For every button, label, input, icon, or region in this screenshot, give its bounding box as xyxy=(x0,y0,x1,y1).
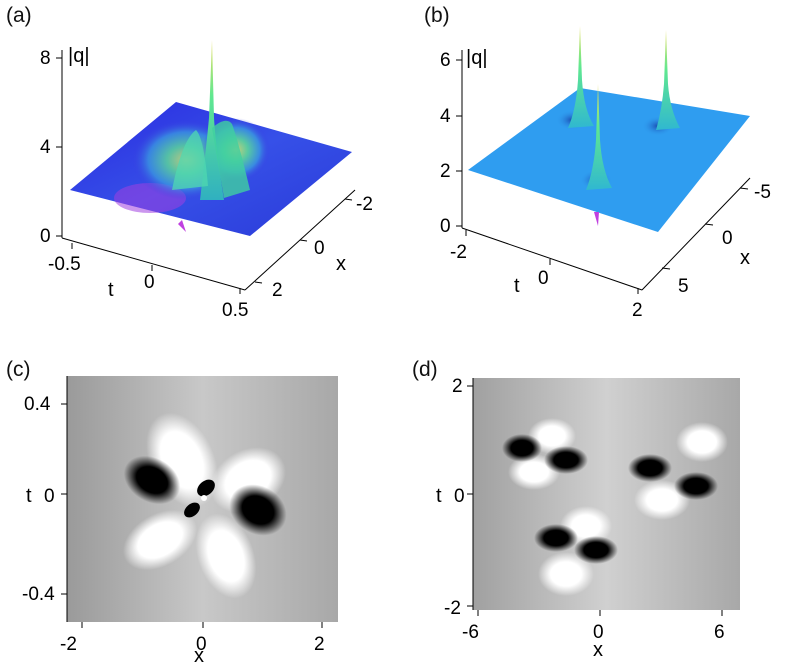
panel-c-density-plot: 0.4 t 0 -0.4 -2 0 2 x xyxy=(22,376,338,663)
panel-b-ztick-0: 0 xyxy=(440,216,451,237)
panel-c-ylabel: t xyxy=(26,485,32,507)
panel-a-tlabel: t xyxy=(108,279,114,301)
panel-b-ztick-2: 4 xyxy=(440,106,451,127)
panel-a-ztick-2: 8 xyxy=(40,48,51,69)
panel-d-ytick-2: -2 xyxy=(444,598,461,619)
panel-a-ttick-0: -0.5 xyxy=(48,254,81,275)
panel-a-ztick-0: 0 xyxy=(40,226,51,247)
panel-a-ttick-2: 0.5 xyxy=(222,300,248,321)
panel-d-density-plot: 2 t 0 -2 -6 0 6 x xyxy=(436,376,740,661)
panel-c-xlabel: x xyxy=(194,645,204,663)
panel-a-zlabel: |q| xyxy=(68,45,90,67)
panel-d-xtick-1: 0 xyxy=(593,622,604,643)
panel-d-ylabel: t xyxy=(436,485,442,507)
panel-c-label: (c) xyxy=(6,358,31,381)
panel-a-xtick-1: 0 xyxy=(314,238,325,259)
panel-b-ztick-3: 6 xyxy=(440,50,451,71)
panel-c-ytick-2: -0.4 xyxy=(22,584,55,605)
panel-b-label: (b) xyxy=(424,4,450,27)
panel-d-ytick-1: 0 xyxy=(454,486,465,507)
panel-c-xtick-0: -2 xyxy=(60,634,77,655)
panel-b-xtick-0: -5 xyxy=(754,182,771,203)
panel-c-xtick-1: 0 xyxy=(196,634,207,655)
panel-c-ytick-1: 0 xyxy=(44,486,55,507)
panel-d-xlabel: x xyxy=(593,639,603,661)
panel-b-zlabel: |q| xyxy=(466,47,488,69)
panel-a-surface-plot: |q| 0 4 8 t -0.5 0 0.5 x -2 0 2 xyxy=(40,40,373,321)
panel-d-label: (d) xyxy=(412,358,438,381)
panel-b-surface-plot: |q| 0 2 4 6 t -2 0 2 x -5 0 5 xyxy=(440,26,771,321)
panel-b-ttick-0: -2 xyxy=(450,242,467,263)
panel-a-xtick-0: -2 xyxy=(356,194,373,215)
panel-b-xlabel: x xyxy=(740,247,750,269)
panel-a-ztick-1: 4 xyxy=(40,137,51,158)
panel-d-ytick-0: 2 xyxy=(452,376,463,397)
panel-a-ttick-1: 0 xyxy=(144,272,155,293)
panel-b-ttick-1: 0 xyxy=(538,268,549,289)
panel-b-xtick-2: 5 xyxy=(678,276,689,297)
panel-a-xlabel: x xyxy=(336,253,346,275)
panel-a-label: (a) xyxy=(6,4,32,27)
panel-d-xtick-2: 6 xyxy=(714,622,725,643)
panel-b-tlabel: t xyxy=(514,275,520,297)
panel-b-xtick-1: 0 xyxy=(722,228,733,249)
panel-b-ztick-1: 2 xyxy=(440,161,451,182)
panel-d-xtick-0: -6 xyxy=(462,622,479,643)
panel-c-xtick-2: 2 xyxy=(314,634,325,655)
panel-b-ttick-2: 2 xyxy=(632,300,643,321)
panel-c-ytick-0: 0.4 xyxy=(24,394,51,415)
panel-a-xtick-2: 2 xyxy=(272,280,283,301)
